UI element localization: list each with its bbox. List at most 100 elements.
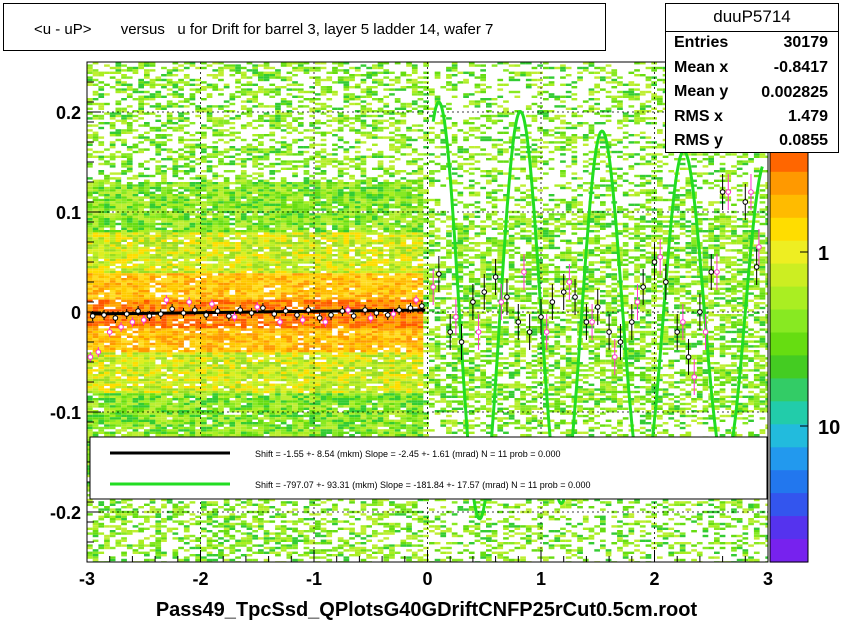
palette-band-6 bbox=[770, 240, 808, 265]
profile_black-point-2 bbox=[112, 315, 119, 321]
profile_black-point-52 bbox=[685, 354, 692, 360]
profile_black-point-54 bbox=[708, 269, 715, 275]
fit-legend: Shift = -1.55 +- 8.54 (mkm) Slope = -2.4… bbox=[89, 436, 768, 500]
profile_black-point-14 bbox=[248, 310, 255, 316]
profile_black-point-41 bbox=[560, 289, 567, 295]
profile_pink-point-10 bbox=[254, 304, 261, 310]
profile_black-point-8 bbox=[180, 310, 187, 316]
profile_pink-point-6 bbox=[163, 297, 170, 303]
palette-band-10 bbox=[770, 332, 808, 357]
palette-band-5 bbox=[770, 217, 808, 242]
profile_black-point-34 bbox=[481, 289, 488, 295]
palette-band-16 bbox=[770, 470, 808, 494]
z-tick-label-0: 10 bbox=[818, 417, 840, 439]
black-legend-text: Shift = -1.55 +- 8.54 (mkm) Slope = -2.4… bbox=[255, 449, 561, 459]
profile_pink-point-30 bbox=[691, 374, 698, 380]
stats-separator bbox=[666, 31, 838, 32]
stat-label-mean-x: Mean x bbox=[674, 59, 729, 76]
profile_black-point-44 bbox=[594, 304, 601, 310]
palette-band-11 bbox=[770, 355, 808, 379]
profile_pink-point-33 bbox=[725, 189, 732, 195]
profile_black-point-25 bbox=[373, 310, 380, 316]
profile_pink-point-22 bbox=[521, 269, 527, 275]
profile_black-point-40 bbox=[549, 299, 556, 305]
profile_black-point-50 bbox=[663, 279, 669, 285]
profile_black-point-11 bbox=[214, 308, 221, 314]
profile_black-point-58 bbox=[742, 199, 749, 205]
profile_pink-point-19 bbox=[453, 314, 459, 320]
profile_pink-point-13 bbox=[322, 319, 329, 325]
profile_black-point-23 bbox=[350, 313, 357, 319]
profile_pink-point-17 bbox=[413, 297, 419, 303]
profile_pink-point-3 bbox=[118, 324, 124, 330]
profile_pink-point-29 bbox=[680, 319, 686, 325]
profile_pink-point-23 bbox=[543, 329, 550, 335]
profile_pink-point-7 bbox=[186, 299, 192, 305]
profile_black-point-10 bbox=[203, 312, 209, 318]
palette-band-8 bbox=[770, 286, 808, 311]
profile_pink-point-0 bbox=[87, 354, 94, 360]
y-tick-label-2: 0 bbox=[71, 303, 81, 323]
x-tick-label-4: 1 bbox=[536, 569, 546, 589]
profile_black-point-7 bbox=[169, 306, 175, 312]
profile_black-point-29 bbox=[419, 303, 425, 309]
profile_black-point-45 bbox=[606, 329, 612, 335]
palette-band-19 bbox=[770, 539, 808, 563]
x-tick-label-2: -1 bbox=[306, 569, 322, 589]
profile_black-point-39 bbox=[538, 314, 544, 320]
x-tick-label-0: -3 bbox=[79, 569, 95, 589]
profile_pink-point-1 bbox=[95, 349, 102, 355]
profile_black-point-53 bbox=[697, 309, 703, 315]
profile_pink-point-11 bbox=[277, 319, 283, 325]
chart-title: <u - uP> versus u for Drift for barrel 3… bbox=[34, 21, 494, 38]
stats-histogram-name: duuP5714 bbox=[713, 7, 791, 26]
profile_black-point-59 bbox=[753, 264, 760, 270]
black-fit-path bbox=[90, 308, 426, 316]
profile_black-point-47 bbox=[629, 319, 635, 325]
palette-band-18 bbox=[770, 516, 808, 540]
profile_black-point-1 bbox=[101, 312, 107, 318]
profile_pink-point-28 bbox=[657, 254, 663, 260]
profile_pink-point-25 bbox=[589, 319, 595, 325]
profile_pink-point-16 bbox=[390, 311, 397, 317]
profile_black-point-55 bbox=[719, 189, 726, 195]
green-legend-text: Shift = -797.07 +- 93.31 (mkm) Slope = -… bbox=[255, 480, 591, 490]
profile_black-point-46 bbox=[617, 339, 624, 345]
palette-band-2 bbox=[770, 148, 808, 173]
profile_pink-point-24 bbox=[566, 279, 573, 285]
profile_pink-point-8 bbox=[209, 301, 215, 307]
palette-band-9 bbox=[770, 309, 808, 334]
profile_black-point-6 bbox=[157, 311, 164, 317]
heatmap-cells bbox=[87, 62, 768, 562]
title-box: <u - uP> versus u for Drift for barrel 3… bbox=[3, 3, 606, 51]
profile_pink-point-21 bbox=[498, 299, 505, 305]
profile_pink-point-31 bbox=[702, 329, 709, 335]
profile_black-point-0 bbox=[89, 313, 96, 319]
palette-band-3 bbox=[770, 171, 808, 196]
stats-box: duuP5714 Entries 30179 Mean x -0.8417 Me… bbox=[665, 3, 839, 153]
profile_black-point-9 bbox=[192, 307, 198, 313]
stat-label-rms-y: RMS y bbox=[674, 132, 723, 149]
profile_black-point-48 bbox=[640, 284, 646, 290]
y-tick-label-0: -0.2 bbox=[50, 503, 81, 523]
profile_black-point-22 bbox=[339, 308, 346, 314]
profile_pink-point-32 bbox=[714, 269, 720, 275]
profile_pink-point-9 bbox=[231, 314, 238, 320]
profile_black-point-13 bbox=[237, 307, 244, 313]
profile_pink-point-36 bbox=[748, 189, 754, 195]
profile_pink-point-27 bbox=[634, 299, 641, 305]
y-tick-label-1: -0.1 bbox=[50, 403, 81, 423]
z-tick-label-1: 1 bbox=[818, 243, 829, 265]
profile_black-point-12 bbox=[226, 313, 232, 319]
profile_black-point-32 bbox=[458, 339, 465, 345]
profile_black-point-27 bbox=[396, 307, 402, 313]
x-tick-label-1: -2 bbox=[192, 569, 208, 589]
palette-band-14 bbox=[770, 424, 808, 448]
profile_black-point-35 bbox=[492, 274, 499, 280]
x-axis-title: Pass49_TpcSsd_QPlotsG40GDriftCNFP25rCut0… bbox=[155, 599, 698, 621]
profile_black-point-20 bbox=[316, 315, 323, 321]
profile_black-point-49 bbox=[651, 259, 658, 265]
palette-band-12 bbox=[770, 378, 808, 402]
y-tick-label-3: 0.1 bbox=[56, 203, 81, 223]
